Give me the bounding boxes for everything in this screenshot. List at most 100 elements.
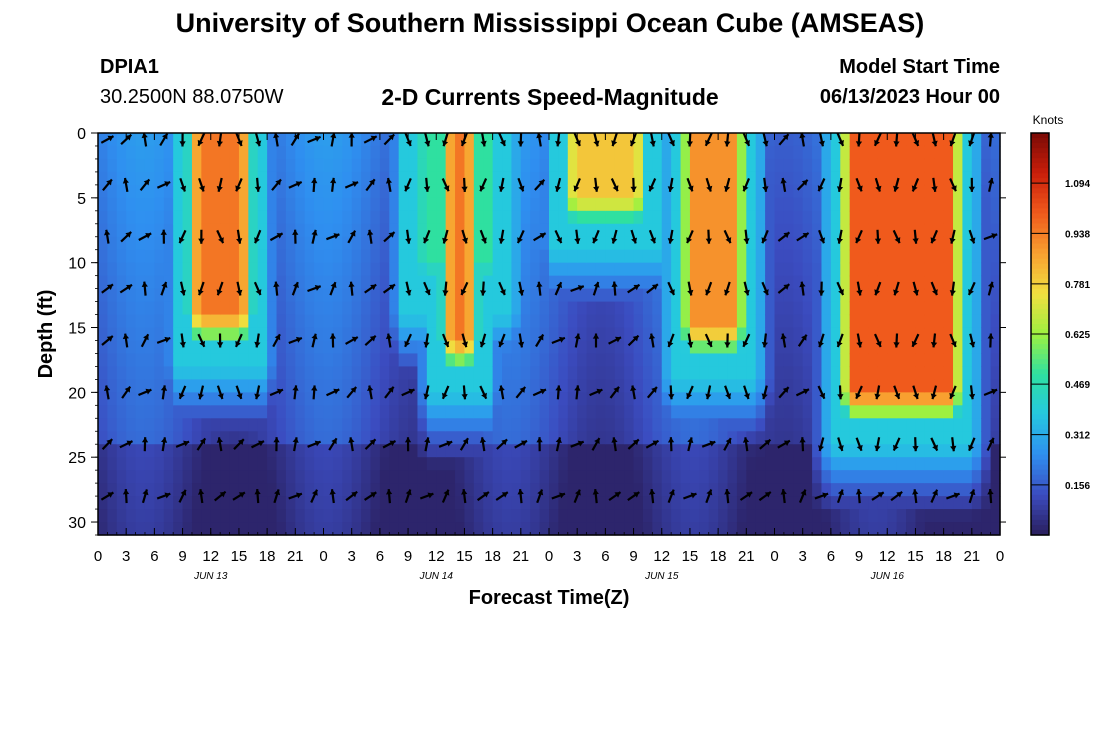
heatmap-cell — [398, 197, 409, 212]
heatmap-cell — [182, 431, 193, 445]
arrow-head — [690, 492, 697, 499]
heatmap-cell — [793, 470, 804, 484]
heatmap-cell — [201, 288, 212, 303]
arrow-head — [498, 385, 505, 391]
arrow-head — [164, 492, 171, 499]
heatmap-cell — [473, 366, 484, 380]
heatmap-cell — [116, 275, 127, 290]
heatmap-cell — [633, 133, 644, 147]
heatmap-cell — [492, 158, 503, 173]
heatmap-cell — [906, 184, 917, 199]
heatmap-cell — [116, 379, 127, 393]
heatmap-cell — [361, 340, 372, 355]
heatmap-cell — [351, 418, 362, 432]
heatmap-cell — [220, 366, 231, 380]
heatmap-cell — [605, 353, 616, 368]
current-arrow — [627, 283, 641, 294]
heatmap-cell — [135, 470, 146, 484]
heatmap-cell — [915, 197, 926, 212]
heatmap-cell — [830, 133, 841, 147]
current-arrow — [627, 491, 640, 502]
heatmap-cell — [154, 210, 165, 225]
heatmap-cell — [210, 249, 221, 264]
arrow-head — [216, 437, 223, 443]
arrow-head — [254, 186, 261, 192]
heatmap-cell — [877, 353, 888, 368]
heatmap-cell — [558, 418, 569, 432]
heatmap-cell — [896, 301, 907, 316]
heatmap-cell — [229, 340, 240, 355]
arrow-head — [724, 141, 731, 147]
colorbar-segment — [1031, 203, 1049, 209]
heatmap-cell — [126, 158, 137, 173]
current-arrow — [141, 489, 149, 504]
current-arrow — [855, 229, 863, 244]
heatmap-cell — [304, 236, 315, 251]
heatmap-cell — [689, 210, 700, 225]
heatmap-cell — [718, 522, 729, 536]
heatmap-cell — [361, 236, 372, 251]
heatmap-cell — [887, 210, 898, 225]
heatmap-cell — [116, 133, 127, 147]
arrow-head — [991, 233, 998, 239]
heatmap-cell — [304, 301, 315, 316]
heatmap-cell — [351, 483, 362, 497]
heatmap-cell — [727, 184, 738, 199]
heatmap-cell — [633, 223, 644, 238]
arrow-head — [352, 181, 359, 187]
heatmap-cell — [276, 288, 287, 303]
heatmap-cell — [981, 249, 992, 264]
current-arrow — [307, 285, 322, 293]
heatmap-cell — [746, 457, 757, 471]
heatmap-cell — [191, 171, 202, 186]
heatmap-cell — [229, 158, 240, 173]
heatmap-cell — [595, 522, 606, 536]
x-tick-label: 15 — [907, 548, 924, 565]
arrow-head — [238, 439, 244, 446]
heatmap-cell — [830, 340, 841, 355]
heatmap-cell — [201, 470, 212, 484]
heatmap-cell — [98, 171, 108, 186]
heatmap-cell — [633, 431, 644, 445]
heatmap-cell — [783, 483, 794, 497]
current-arrow — [364, 334, 377, 347]
arrow-head — [518, 185, 525, 192]
heatmap-cell — [370, 509, 381, 523]
colorbar-segment — [1031, 524, 1049, 531]
heatmap-cell — [577, 366, 588, 380]
heatmap-cell — [351, 314, 362, 329]
current-arrow — [364, 283, 377, 294]
heatmap-cell — [135, 327, 146, 342]
current-arrow — [704, 132, 713, 147]
heatmap-cell — [981, 327, 992, 342]
heatmap-cell — [605, 314, 616, 329]
heatmap-cell — [135, 392, 146, 406]
heatmap-cell — [699, 418, 710, 432]
arrow-head — [443, 341, 450, 347]
heatmap-cell — [182, 275, 193, 290]
heatmap-cell — [116, 522, 127, 536]
heatmap-cell — [492, 210, 503, 225]
heatmap-cell — [915, 223, 926, 238]
heatmap-cell — [502, 340, 513, 355]
heatmap-cell — [144, 223, 155, 238]
heatmap-cell — [577, 301, 588, 316]
heatmap-cell — [642, 197, 653, 212]
arrow-head — [517, 141, 524, 147]
arrow-head — [761, 237, 768, 244]
heatmap-cell — [840, 496, 851, 510]
heatmap-cell — [154, 496, 165, 510]
heatmap-cell — [417, 249, 428, 264]
heatmap-cell — [445, 444, 456, 458]
arrow-head — [443, 185, 450, 192]
arrow-head — [388, 232, 395, 238]
heatmap-cell — [840, 197, 851, 212]
heatmap-cell — [708, 145, 719, 160]
heatmap-cell — [840, 522, 851, 536]
heatmap-cell — [821, 301, 832, 316]
heatmap-cell — [868, 483, 879, 497]
heatmap-cell — [220, 133, 231, 147]
heatmap-cell — [699, 301, 710, 316]
heatmap-cell — [248, 314, 259, 329]
arrow-head — [556, 237, 562, 244]
